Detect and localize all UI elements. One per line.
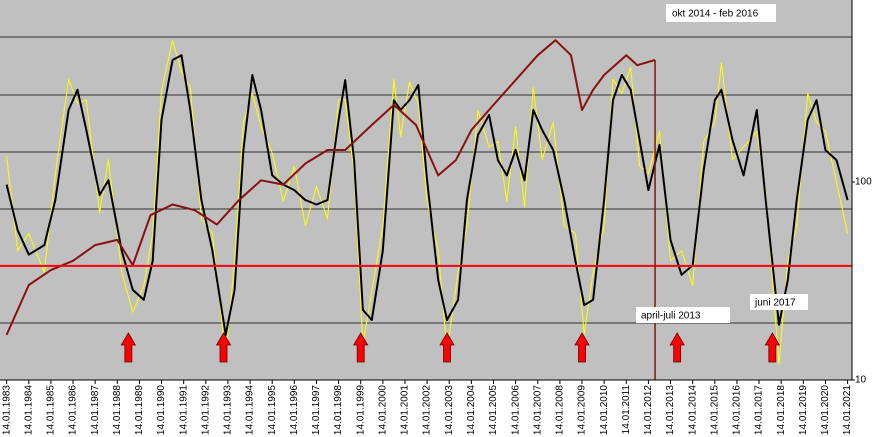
x-tick-label: 14.01.1994 xyxy=(245,385,256,435)
x-tick-label: 14.01.2019 xyxy=(798,385,809,435)
x-tick-label: 14.01.1988 xyxy=(112,385,123,435)
arrow xyxy=(353,332,369,363)
x-tick-label: 14.01.1986 xyxy=(68,385,79,435)
x-tick-label: 14.01.2016 xyxy=(732,385,743,435)
x-tick-label: 14.01.1999 xyxy=(355,385,366,435)
x-tick-label: 14.01.2004 xyxy=(466,385,477,435)
x-tick-label: 14.01.1996 xyxy=(289,385,300,435)
arrow xyxy=(669,332,685,363)
x-tick-label: 14.01.2020 xyxy=(820,385,831,435)
annotation: april-juli 2013 xyxy=(641,311,701,322)
x-tick-label: 14.01.2000 xyxy=(377,385,388,435)
x-tick-label: 14.01.2011 xyxy=(621,385,632,435)
x-tick-label: 14.01.1997 xyxy=(311,385,322,435)
x-tick-label: 14.01.2015 xyxy=(709,385,720,435)
x-tick-label: 14.01.1985 xyxy=(46,385,57,435)
line-series xyxy=(5,54,849,336)
y-tick-label: 100 xyxy=(855,177,872,188)
line-series xyxy=(5,39,656,336)
x-tick-label: 14.01.1989 xyxy=(134,385,145,435)
annotations: okt 2014 - feb 2016 april-juli 2013 juni… xyxy=(636,4,808,323)
annotation-box xyxy=(666,4,776,22)
y-tick-label: 10 xyxy=(855,375,867,386)
x-tick-label: 14.01.2010 xyxy=(599,385,610,435)
x-tick-label: 14.01.1991 xyxy=(178,385,189,435)
x-tick-label: 14.01.2009 xyxy=(577,385,588,435)
arrow xyxy=(215,332,232,363)
x-tick-label: 14.01.1998 xyxy=(333,385,344,435)
x-tick-label: 14.01.2005 xyxy=(488,385,499,435)
x-tick-label: 14.01.2007 xyxy=(532,385,543,435)
arrow xyxy=(120,332,137,363)
x-tick-label: 14.01.2018 xyxy=(776,385,787,435)
arrow xyxy=(764,332,781,363)
x-tick-label: 14.01.1990 xyxy=(156,385,167,435)
x-tick-label: 14.01.2008 xyxy=(555,385,566,435)
x-tick-label: 14.01.2014 xyxy=(687,385,698,435)
x-tick-label: 14.01.2021 xyxy=(842,385,853,435)
annotation: okt 2014 - feb 2016 xyxy=(672,9,759,20)
x-tick-label: 14.01.2017 xyxy=(754,385,765,435)
x-tick-label: 14.01.1993 xyxy=(223,385,234,435)
x-tick-label: 14.01.2001 xyxy=(400,385,411,435)
grid xyxy=(0,36,852,324)
annotation-box xyxy=(636,307,730,323)
x-tick-label: 14.01.1984 xyxy=(23,385,34,435)
x-tick-label: 14.01.2003 xyxy=(444,385,455,435)
x-tick-label: 14.01.1983 xyxy=(1,385,12,435)
x-tick-label: 14.01.1987 xyxy=(90,385,101,435)
arrow xyxy=(574,332,590,363)
x-tick-label: 14.01.1995 xyxy=(267,385,278,435)
annotation-box xyxy=(750,294,808,310)
x-tick-label: 14.01.2006 xyxy=(510,385,521,435)
x-tick-label: 14.01.1992 xyxy=(200,385,211,435)
lines xyxy=(0,39,852,380)
annotation: juni 2017 xyxy=(754,298,796,309)
arrow xyxy=(439,332,455,363)
x-tick-label: 14.01.2013 xyxy=(665,385,676,435)
x-tick-label: 14.01.2012 xyxy=(643,385,654,435)
x-tick-label: 14.01.2002 xyxy=(422,385,433,435)
